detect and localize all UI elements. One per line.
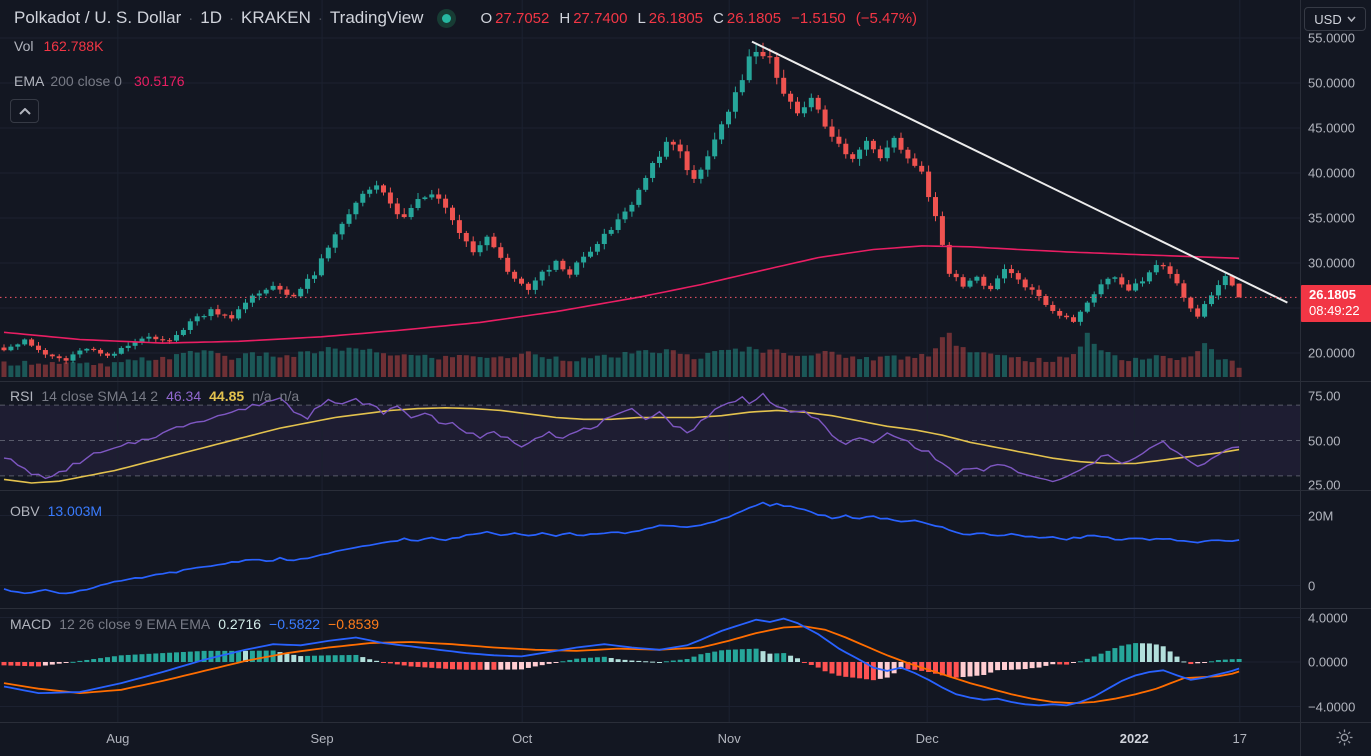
time-axis-tick: Dec: [915, 731, 939, 746]
current-price-value: 26.1805: [1309, 287, 1356, 303]
symbol-title[interactable]: Polkadot / U. S. Dollar: [14, 8, 182, 27]
macd-axis-tick: 0.0000: [1308, 654, 1348, 670]
obv-axis-tick: 0: [1308, 578, 1316, 593]
price-axis-tick: 20.0000: [1308, 345, 1355, 361]
macd-params: 12 26 close 9 EMA EMA: [59, 616, 211, 632]
macd-axis-tick: −4.0000: [1308, 699, 1356, 714]
macd-line-value: −0.5822: [269, 616, 321, 632]
volume-legend-row: Vol 162.788K: [14, 38, 103, 54]
low-label: L: [637, 9, 646, 27]
volume-value: 162.788K: [43, 38, 104, 54]
collapse-legend-button[interactable]: [10, 99, 39, 123]
obv-legend-row: OBV 13.003M: [10, 503, 110, 519]
rsi-na-2: n/a: [279, 388, 300, 404]
ema-label[interactable]: EMA: [14, 73, 45, 89]
rsi-value: 46.34: [166, 388, 202, 404]
macd-axis-tick: 4.0000: [1308, 610, 1348, 625]
rsi-legend-row: RSI 14 close SMA 14 2 46.34 44.85 n/a n/…: [10, 388, 307, 404]
interval-label[interactable]: 1D: [200, 8, 222, 27]
close-label: C: [713, 9, 724, 27]
ema-params: 200 close 0: [50, 73, 122, 89]
change-value: −1.5150: [791, 9, 846, 27]
exchange-label: KRAKEN: [240, 8, 311, 27]
ema-legend-row: EMA 200 close 0 30.5176: [14, 73, 185, 89]
obv-label[interactable]: OBV: [10, 503, 40, 519]
price-axis-tick: 40.0000: [1308, 165, 1355, 181]
rsi-axis-tick: 25.00: [1308, 477, 1341, 493]
rsi-na-1: n/a: [252, 388, 272, 404]
price-axis-tick: 35.0000: [1308, 210, 1355, 226]
connection-status-icon: [437, 8, 457, 28]
separator-dot: ·: [188, 9, 194, 27]
current-price-badge: 26.1805 08:49:22: [1301, 285, 1371, 323]
separator-dot: ·: [228, 9, 234, 27]
ohlc-values: O 27.7052 H 27.7400 L 26.1805 C 26.1805 −1.5…: [480, 10, 920, 27]
low-value: 26.1805: [648, 9, 704, 27]
currency-label: USD: [1314, 11, 1342, 27]
macd-label[interactable]: MACD: [10, 616, 52, 632]
price-axis-tick: 45.0000: [1308, 120, 1355, 136]
time-axis-settings-button[interactable]: [1335, 728, 1354, 747]
rsi-label[interactable]: RSI: [10, 388, 34, 404]
time-axis-tick: Aug: [106, 731, 130, 746]
time-axis-tick: 2022: [1119, 731, 1149, 746]
macd-hist-value: 0.2716: [218, 616, 262, 632]
price-axis-tick: 55.0000: [1308, 30, 1355, 46]
rsi-params: 14 close SMA 14 2: [41, 388, 159, 404]
price-axis-tick: 30.0000: [1308, 255, 1355, 271]
currency-dropdown[interactable]: USD: [1304, 7, 1366, 31]
ema-value: 30.5176: [133, 73, 185, 89]
platform-label: TradingView: [329, 8, 424, 27]
time-axis-tick: Nov: [717, 731, 741, 746]
macd-legend-row: MACD 12 26 close 9 EMA EMA 0.2716 −0.582…: [10, 616, 387, 632]
volume-label[interactable]: Vol: [14, 38, 34, 54]
rsi-axis-tick: 50.00: [1308, 433, 1341, 448]
obv-axis-tick: 20M: [1308, 508, 1334, 523]
time-axis-tick: Sep: [310, 731, 334, 746]
high-value: 27.7400: [573, 9, 628, 27]
bar-countdown: 08:49:22: [1309, 303, 1360, 319]
obv-value: 13.003M: [47, 503, 103, 519]
high-label: H: [559, 9, 571, 27]
close-value: 26.1805: [726, 9, 782, 27]
separator-dot: ·: [317, 9, 323, 27]
chevron-up-icon: [18, 107, 31, 115]
change-percent: (−5.47%): [855, 9, 918, 27]
time-axis-tick: 17: [1232, 731, 1248, 746]
price-axis-tick: 50.0000: [1308, 75, 1355, 91]
symbol-legend-row: Polkadot / U. S. Dollar · 1D · KRAKEN · …: [14, 8, 920, 28]
rsi-axis-tick: 75.00: [1308, 388, 1341, 404]
gear-icon: [1336, 729, 1353, 746]
macd-signal-value: −0.8539: [328, 616, 380, 632]
open-value: 27.7052: [495, 9, 550, 27]
open-label: O: [480, 9, 493, 27]
chevron-down-icon: [1347, 16, 1356, 22]
rsi-ma-value: 44.85: [209, 388, 245, 404]
time-axis-tick: Oct: [512, 731, 533, 746]
